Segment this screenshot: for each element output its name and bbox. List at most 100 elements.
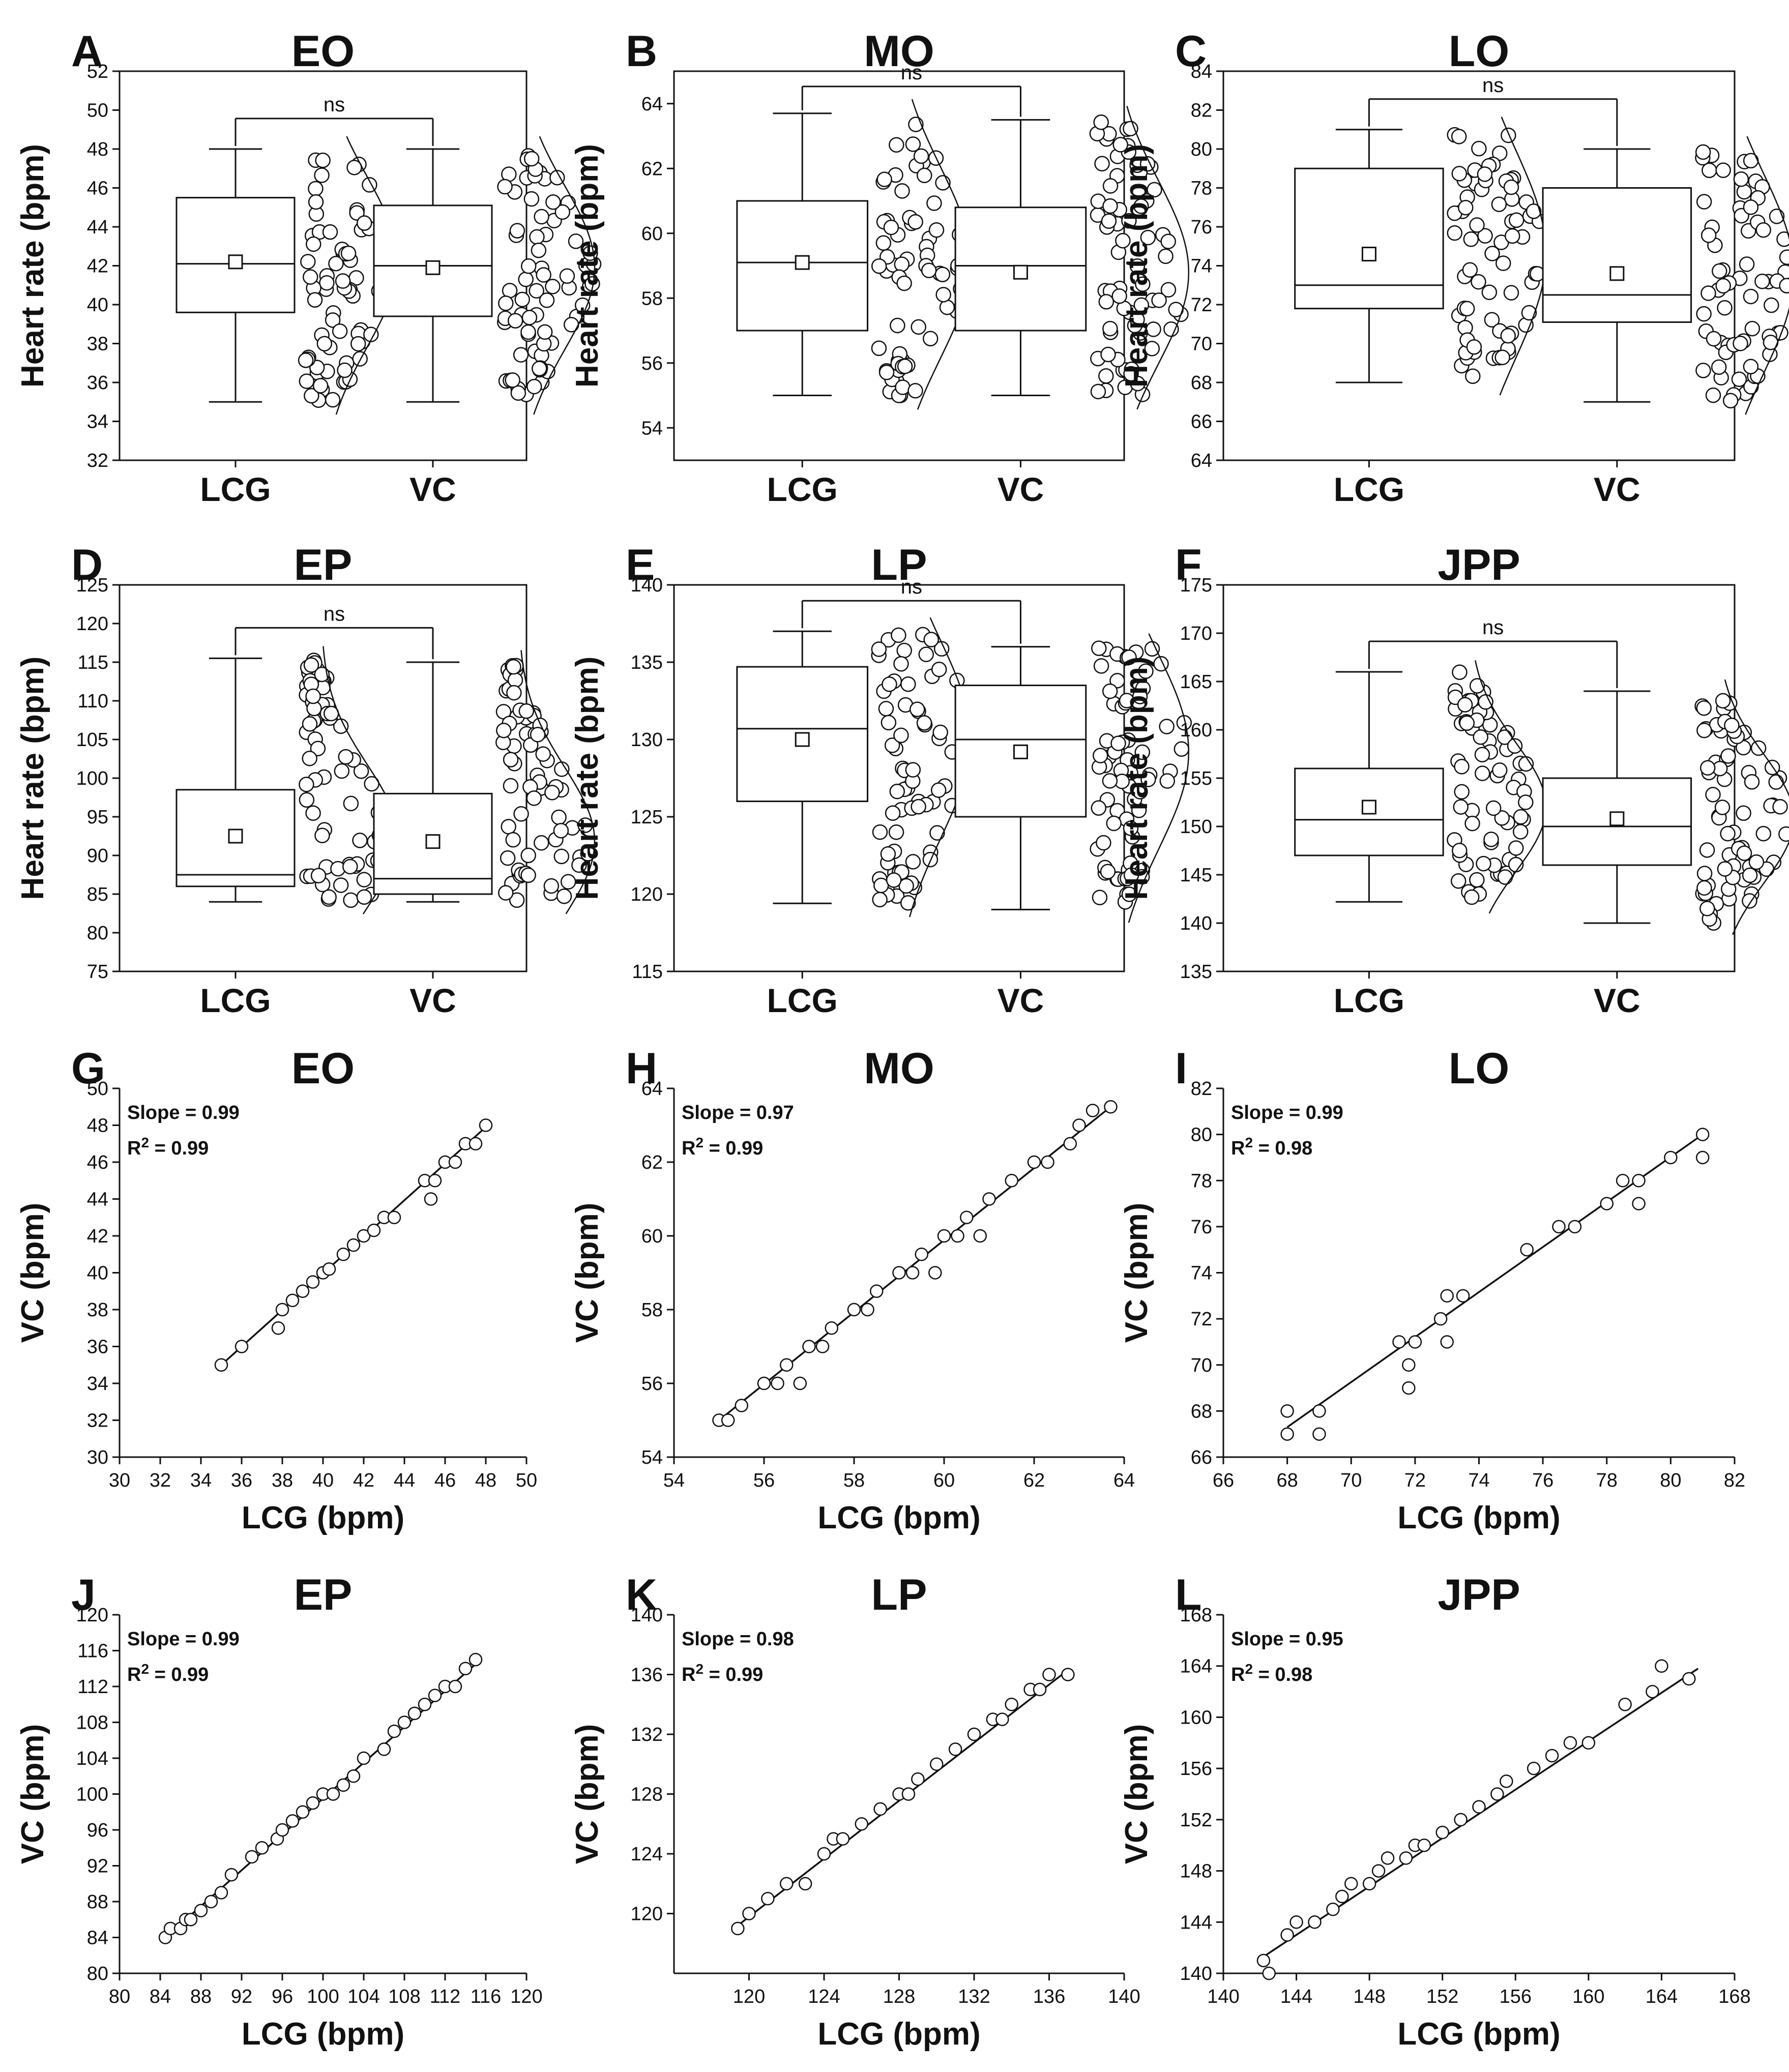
raw-point (299, 792, 315, 808)
data-point (802, 1340, 816, 1353)
data-point (855, 1817, 868, 1831)
data-point (960, 1210, 974, 1224)
raw-point (1484, 312, 1500, 328)
data-point (336, 1778, 350, 1792)
raw-point (1744, 320, 1761, 337)
raw-point (1739, 256, 1755, 272)
y-tick-label: 170 (1180, 623, 1212, 644)
iqr-box (1542, 187, 1692, 323)
box-group-vc: VC (1542, 136, 1789, 508)
raw-point (1744, 774, 1760, 790)
raw-point (1742, 867, 1758, 883)
x-tick-label: 66 (1213, 1470, 1234, 1491)
raw-point (1111, 288, 1127, 304)
raw-point (1469, 872, 1485, 888)
raw-point (1491, 145, 1508, 161)
raw-point (505, 832, 521, 848)
r2-prefix: R (682, 1138, 695, 1159)
raw-point (1102, 320, 1118, 337)
raw-point (932, 724, 948, 741)
y-tick-label: 42 (87, 256, 108, 277)
data-point (285, 1293, 300, 1308)
raw-point (909, 701, 925, 717)
data-point (1326, 1902, 1340, 1916)
panel-title: MO (864, 27, 934, 76)
box-group-vc: VC (373, 650, 596, 1019)
raw-point (871, 340, 887, 357)
raw-point (307, 292, 323, 308)
data-point (1568, 1220, 1582, 1234)
data-point (742, 1907, 756, 1920)
plot-frame (673, 70, 1125, 461)
y-axis-label: Heart rate (bpm) (570, 144, 605, 388)
panel-c: C LO 64 66 68 70 72 74 76 78 80 82 84 Heart rate (bpm… (1119, 27, 1789, 508)
raw-point (1503, 179, 1519, 195)
x-tick-label: 164 (1646, 1986, 1678, 2007)
data-point (1435, 1825, 1449, 1840)
raw-point (302, 269, 318, 285)
panel-title: LO (1449, 27, 1509, 76)
raw-point (1147, 182, 1162, 198)
x-tick-label: 124 (808, 1986, 840, 2007)
panel-letter: L (1175, 1571, 1202, 1619)
y-axis-label: Heart rate (bpm) (15, 657, 50, 900)
data-point (275, 1303, 289, 1317)
x-tick-label: 128 (883, 1986, 915, 2007)
raw-point (1494, 810, 1510, 826)
r2-label: R2 = 0.99 (682, 1661, 763, 1685)
raw-point (1102, 178, 1119, 194)
raw-point (1743, 199, 1759, 215)
data-point (973, 1229, 987, 1243)
r2-prefix: R (127, 1664, 141, 1685)
x-category-label: LCG (1334, 470, 1404, 508)
y-tick-label: 38 (87, 334, 108, 355)
data-point (721, 1413, 735, 1427)
x-tick-label: 54 (663, 1470, 685, 1491)
data-point (905, 1266, 920, 1280)
data-point (346, 1238, 361, 1252)
panel-a: A EO 32 34 36 38 40 42 44 46 48 50 52 Heart rate (bpm… (15, 27, 602, 508)
mean-marker (1013, 744, 1028, 759)
raw-point (340, 245, 357, 261)
y-tick-label: 125 (76, 575, 108, 596)
data-point (915, 1248, 928, 1261)
mean-marker (228, 828, 243, 844)
raw-point (1494, 349, 1510, 365)
raw-point (302, 716, 318, 732)
raw-point (1458, 199, 1474, 216)
data-point (1600, 1197, 1614, 1210)
x-tick-label: 148 (1353, 1986, 1385, 2007)
y-tick-label: 144 (1180, 1912, 1212, 1933)
data-point (995, 1712, 1009, 1726)
raw-point (1466, 339, 1482, 355)
raw-point (1462, 262, 1478, 278)
panel-d: D EP 75 80 85 90 95 100 105 110 115 120 125 Heart rat… (15, 541, 596, 1019)
raw-point (1091, 800, 1107, 816)
raw-point (1174, 741, 1190, 757)
raw-point (1093, 658, 1109, 674)
raw-point (298, 352, 314, 368)
y-tick-label: 120 (631, 1904, 663, 1925)
mean-marker (795, 255, 810, 270)
raw-point (1715, 278, 1731, 294)
r2-superscript: 2 (141, 1661, 149, 1677)
raw-point (872, 824, 888, 840)
x-tick-label: 84 (150, 1986, 171, 2007)
y-tick-label: 110 (77, 691, 108, 712)
raw-point (310, 868, 327, 883)
y-tick-label: 66 (1191, 411, 1212, 433)
panel-e: E LP 115 120 125 130 135 140 Heart rate (bpm) LCG… (570, 541, 1192, 1019)
r2-superscript: 2 (1245, 1661, 1253, 1677)
data-point (1433, 1312, 1448, 1326)
data-point (1664, 1150, 1678, 1165)
raw-point (1453, 799, 1469, 815)
panel-h: H MO 54 56 58 60 62 64 54 56 58 60 62 64 LCG (bpm) VC (… (570, 1044, 1135, 1535)
raw-point (1705, 387, 1721, 403)
raw-point (553, 848, 570, 865)
y-tick-label: 58 (641, 1299, 663, 1321)
x-category-label: VC (1594, 470, 1640, 508)
x-tick-label: 56 (753, 1470, 775, 1491)
raw-point (356, 889, 372, 905)
panel-title: EP (294, 1571, 353, 1619)
raw-point (1133, 198, 1149, 214)
